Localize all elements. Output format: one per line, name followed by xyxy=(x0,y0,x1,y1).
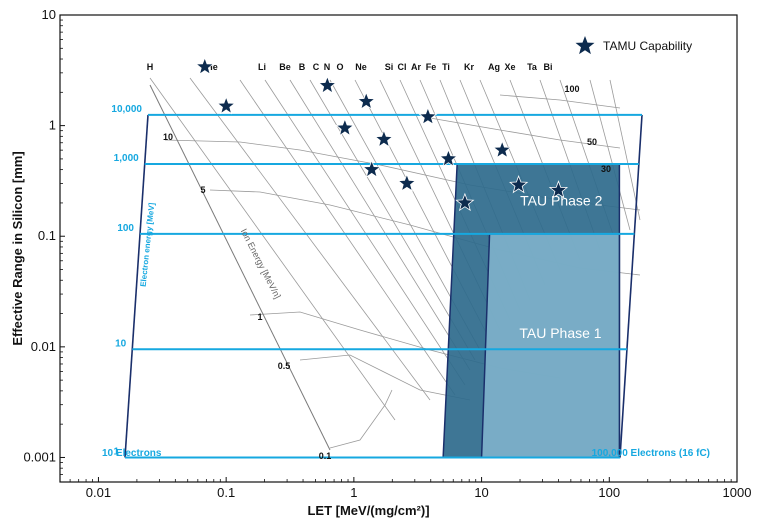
y-axis-title: Effective Range in Silicon [mm] xyxy=(10,151,25,345)
ion-energy-label: 10 xyxy=(163,132,173,142)
tamu-capability-point xyxy=(492,140,512,159)
x-tick-label: 1000 xyxy=(723,485,752,500)
x-tick-label: 0.01 xyxy=(86,485,111,500)
tamu-capability-point xyxy=(397,173,417,192)
tamu-points xyxy=(195,56,569,212)
ion-curve xyxy=(289,79,471,371)
y-tick-label: 0.01 xyxy=(31,339,56,354)
tamu-capability-point xyxy=(548,180,569,199)
x-axis-title: LET [MeV/(mg/cm²)] xyxy=(307,503,429,518)
electron-energy-label: 1 xyxy=(113,446,119,457)
ion-energy-axis-title: Ion Energy [MeV/n] xyxy=(239,227,283,300)
axes: 0.01 0.1 1 10 100 1000 0.001 0.01 0.1 1 10 LET [MeV… xyxy=(10,7,751,518)
ion-energy-label: 1 xyxy=(257,312,262,322)
y-tick-label: 1 xyxy=(49,118,56,133)
element-label: Xe xyxy=(504,62,515,72)
element-label: Ti xyxy=(442,62,450,72)
tau-regions: TAU Phase 2 TAU Phase 1 xyxy=(442,163,621,459)
ion-energy-curve xyxy=(499,94,621,109)
ion-curve xyxy=(239,79,456,396)
element-label: Ag xyxy=(488,62,500,72)
tamu-capability-point xyxy=(509,174,529,194)
tamu-capability-point xyxy=(374,129,394,148)
element-label: Cl xyxy=(398,62,407,72)
y-tick-label: 10 xyxy=(42,7,56,22)
ion-energy-curve xyxy=(429,117,621,149)
element-label: B xyxy=(299,62,306,72)
legend: TAMU Capability xyxy=(575,36,692,55)
ion-energy-label: 0.1 xyxy=(319,451,332,461)
tamu-capability-point xyxy=(455,192,475,212)
ion-energy-label: 100 xyxy=(564,84,579,94)
ion-energy-label: 30 xyxy=(601,164,611,174)
ion-curve xyxy=(149,77,396,421)
tau-phase-1-region xyxy=(480,233,621,459)
ion-energy-curve xyxy=(299,354,471,401)
element-label: C xyxy=(313,62,320,72)
tamu-capability-point xyxy=(356,91,376,110)
ion-energy-label: 50 xyxy=(587,137,597,147)
element-label: H xyxy=(147,62,154,72)
y-tick-label: 0.001 xyxy=(23,449,56,464)
tamu-capability-point xyxy=(418,106,438,126)
tamu-capability-point xyxy=(216,95,236,115)
element-label: Li xyxy=(258,62,266,72)
element-label: Ta xyxy=(527,62,538,72)
electron-energy-label: 100 xyxy=(117,223,134,234)
x-tick-label: 10 xyxy=(474,485,488,500)
tamu-capability-point xyxy=(362,159,382,178)
x-tick-label: 0.1 xyxy=(217,485,235,500)
electron-count-high-label: 100,000 Electrons (16 fC) xyxy=(592,448,710,459)
ion-curve xyxy=(264,79,466,386)
ion-energy-axis xyxy=(149,84,331,451)
ion-energy-curve xyxy=(329,389,393,449)
tau-phase-1-label: TAU Phase 1 xyxy=(519,325,601,341)
electron-left-boundary xyxy=(124,114,149,458)
tamu-capability-point xyxy=(317,75,337,94)
ion-curve xyxy=(609,79,641,221)
element-label: Be xyxy=(279,62,291,72)
element-label: He xyxy=(206,62,218,72)
electron-energy-label: 10,000 xyxy=(111,104,142,115)
element-label: Kr xyxy=(464,62,474,72)
tamu-capability-point xyxy=(195,56,215,76)
electron-right-boundary xyxy=(619,114,643,458)
plot-frame xyxy=(59,14,738,483)
element-label: Si xyxy=(385,62,394,72)
electron-count-low-label: 10 Electrons xyxy=(102,448,162,459)
legend-star-icon xyxy=(575,36,595,55)
element-label: Ne xyxy=(355,62,367,72)
y-tick-label: 0.1 xyxy=(38,228,56,243)
electron-energy-label: 1,000 xyxy=(114,153,139,164)
x-tick-label: 1 xyxy=(350,485,357,500)
element-label: Fe xyxy=(426,62,437,72)
ion-curve xyxy=(189,77,431,401)
legend-label: TAMU Capability xyxy=(603,39,692,53)
x-tick-label: 100 xyxy=(598,485,620,500)
electron-energy-label: 10 xyxy=(115,338,127,349)
element-label: N xyxy=(324,62,331,72)
ion-energy-label: 0.5 xyxy=(278,361,291,371)
element-label: Ar xyxy=(411,62,421,72)
ion-energy-label: 5 xyxy=(200,185,205,195)
tamu-capability-point xyxy=(335,117,355,137)
element-label: O xyxy=(336,62,343,72)
element-label: Bi xyxy=(544,62,553,72)
tamu-capability-point xyxy=(438,148,459,168)
tau-phase-2-label: TAU Phase 2 xyxy=(520,192,602,208)
